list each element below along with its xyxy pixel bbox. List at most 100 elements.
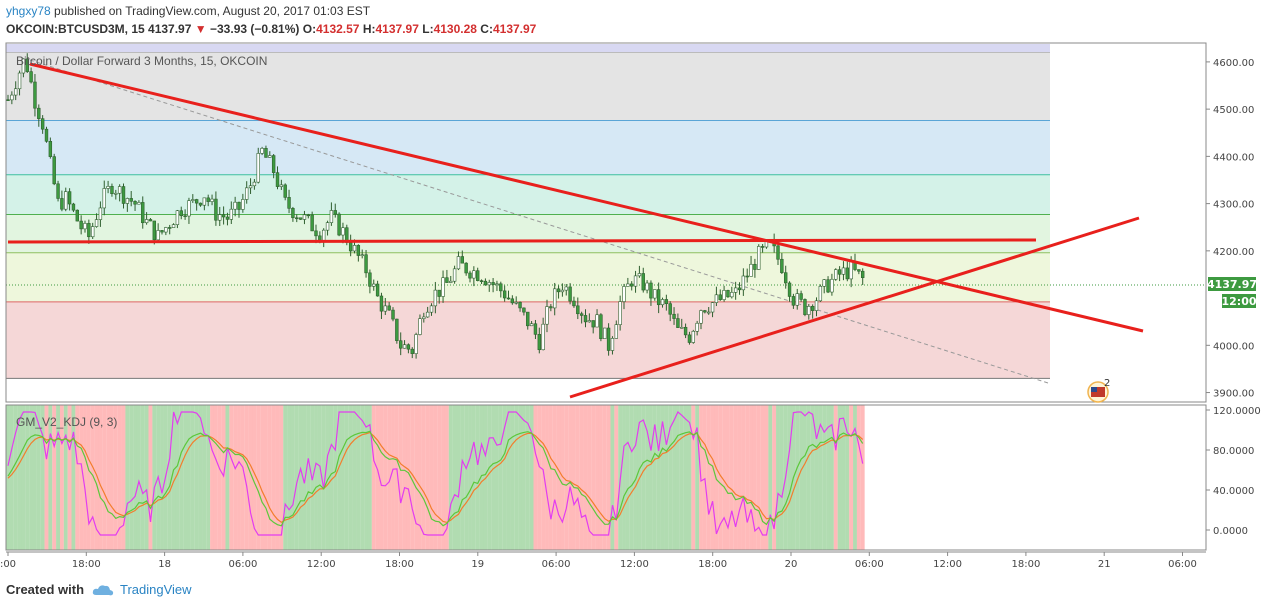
- kdj-shade-bar: [702, 405, 707, 550]
- x-tick-label: 19: [471, 559, 484, 570]
- candle-body: [483, 280, 488, 286]
- candle-body: [649, 282, 653, 299]
- kdj-shade-bar: [352, 405, 357, 550]
- candle-body: [468, 272, 472, 279]
- candle-body: [526, 311, 530, 327]
- kdj-shade-bar: [364, 405, 368, 550]
- candle-body: [391, 309, 395, 320]
- price-badge-time: 12:00: [1221, 295, 1256, 308]
- kdj-series: [7, 411, 864, 536]
- kdj-shade-bar: [675, 405, 680, 550]
- candle-body: [710, 302, 715, 313]
- kdj-shade-bar: [460, 405, 465, 550]
- created-with-label: Created with: [6, 582, 85, 597]
- tradingview-link[interactable]: TradingView: [92, 582, 192, 597]
- candle-body: [841, 267, 846, 275]
- candle-body: [618, 301, 622, 325]
- down-arrow-icon: ▼: [194, 22, 207, 36]
- kdj-shade-bar: [768, 405, 773, 550]
- kdj-shade-bar: [52, 405, 57, 550]
- kdj-shade-bar: [506, 405, 511, 550]
- kdj-shade-bar: [356, 405, 361, 550]
- candle-body: [187, 200, 191, 217]
- candle-body: [834, 269, 838, 280]
- candle-body: [98, 207, 103, 220]
- candle-body: [556, 288, 561, 293]
- kdj-shade-bar: [510, 405, 515, 550]
- kdj-shade-bar: [760, 405, 765, 550]
- kdj-shade-bar: [660, 405, 665, 550]
- candle-body: [810, 306, 815, 311]
- kdj-shade-bar: [367, 405, 372, 550]
- candle-body: [568, 286, 572, 302]
- kdj-shade-bar: [371, 405, 376, 550]
- candle-body: [352, 245, 357, 252]
- kdj-shade-bar: [822, 405, 827, 550]
- kdj-shade-bar: [498, 405, 503, 550]
- kdj-shade-bar: [325, 405, 330, 550]
- candle-body: [560, 289, 565, 293]
- candle-body: [117, 186, 122, 194]
- candle-body: [114, 192, 118, 195]
- candle-body: [460, 256, 464, 264]
- candle-body: [175, 210, 180, 225]
- kdj-shade-bar: [602, 405, 607, 550]
- kdj-j-line: [7, 411, 864, 536]
- candle-body: [741, 275, 746, 291]
- kdj-shade-bar: [649, 405, 653, 550]
- kdj-shade-bar: [575, 405, 580, 550]
- x-tick-label: 06:00: [855, 559, 884, 570]
- kdj-shade-bar: [183, 405, 188, 550]
- candle-body: [360, 254, 364, 257]
- kdj-shade-bar: [841, 405, 846, 550]
- candle-body: [683, 326, 688, 336]
- candle-body: [256, 153, 260, 183]
- candle-body: [537, 334, 542, 351]
- kdj-shade-bar: [668, 405, 673, 550]
- candle-body: [341, 227, 345, 236]
- author-link[interactable]: yhgxy78: [6, 4, 51, 18]
- candle-body: [314, 230, 318, 237]
- flag-icon[interactable]: 2: [1087, 378, 1110, 403]
- candle-body: [830, 278, 834, 293]
- candle-body: [264, 148, 268, 158]
- kdj-shade-bar: [25, 405, 30, 550]
- candle-body: [275, 172, 280, 187]
- kdj-shade-bar: [579, 405, 584, 550]
- kdj-shade-bar: [40, 405, 45, 550]
- candle-body: [110, 186, 114, 195]
- candle-body: [495, 283, 499, 286]
- kdj-shade-bar: [622, 405, 626, 550]
- candle-body: [10, 94, 14, 101]
- kdj-shade-bar: [514, 405, 519, 550]
- kdj-shade-bar: [44, 405, 49, 550]
- kdj-shade-bar: [806, 405, 811, 550]
- candle-body: [845, 267, 850, 280]
- kdj-shade-bar: [29, 405, 34, 550]
- candle-body: [60, 198, 64, 210]
- kdj-shade-bar: [726, 405, 730, 550]
- candle-body: [749, 263, 753, 277]
- price-pane-border: [5, 42, 1207, 403]
- kdj-shade-bar: [533, 405, 538, 550]
- kdj-shade-bar: [641, 405, 646, 550]
- kdj-shade-bar: [314, 405, 318, 550]
- candle-body: [714, 294, 719, 303]
- candle-body: [783, 272, 788, 284]
- kdj-shade-bar: [625, 405, 630, 550]
- kdj-shade-bar: [294, 405, 299, 550]
- kdj-shade-bar: [856, 405, 861, 550]
- kdj-shade-bar: [425, 405, 430, 550]
- candle-body: [67, 191, 72, 205]
- kdj-shade-bar: [598, 405, 603, 550]
- price-chart-title: Bitcoin / Dollar Forward 3 Months, 15, O…: [16, 54, 267, 68]
- kdj-shade-bar: [240, 405, 245, 550]
- kdj-shade-bar: [683, 405, 688, 550]
- kdj-chart-title: GM_V2_KDJ (9, 3): [16, 415, 117, 429]
- candle-body: [645, 282, 649, 291]
- candle-body: [818, 285, 823, 302]
- kdj-shade-bar: [595, 405, 599, 550]
- kdj-pane-border: [5, 404, 1207, 551]
- kdj-shade-bar: [321, 405, 326, 550]
